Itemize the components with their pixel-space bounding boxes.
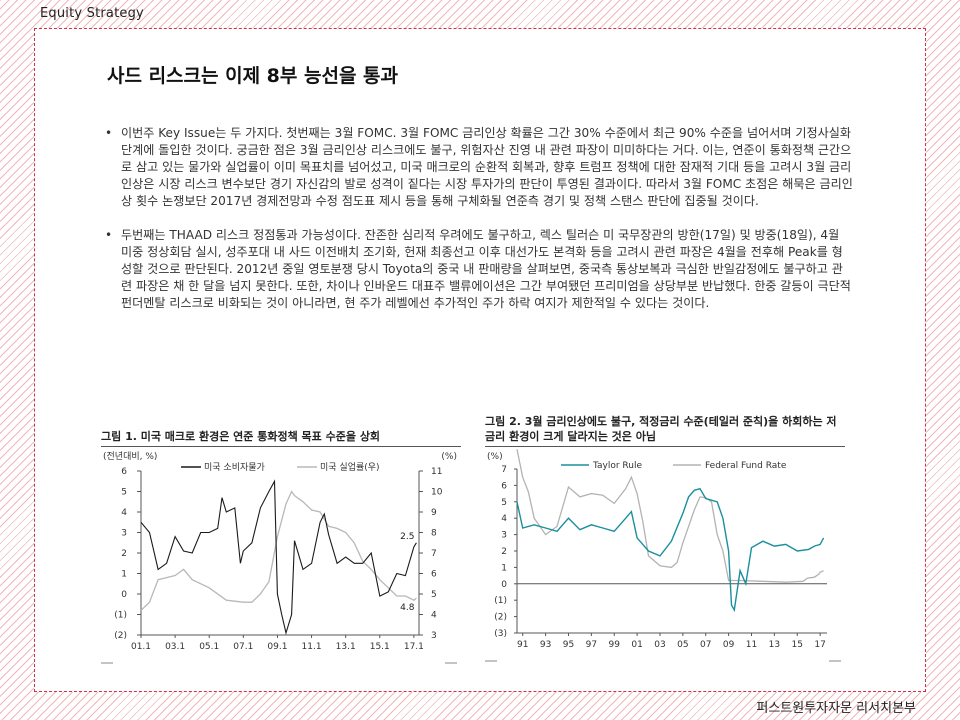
y-tick-right: 9: [431, 508, 437, 518]
figure-2: 그림 2. 3월 금리인상에도 불구, 적정금리 수준(테일러 준칙)을 하회하…: [485, 413, 845, 665]
y-tick-right: 10: [431, 488, 443, 498]
y-tick-right: 6: [431, 570, 437, 580]
y-tick-left: 3: [121, 529, 127, 539]
y-tick-left: 6: [121, 467, 127, 477]
figure-1-title-text: 그림 1. 미국 매크로 환경은 연준 통화정책 목표 수준을 상회: [101, 430, 381, 443]
key-issue-list: • 이번주 Key Issue는 두 가지다. 첫번째는 3월 FOMC. 3월…: [103, 125, 853, 329]
x-tick-label: 97: [586, 640, 597, 650]
x-tick-label: 99: [609, 640, 621, 650]
footer-org: 퍼스트원투자자문 리서치본부: [756, 701, 916, 716]
x-tick-label: 09.1: [267, 642, 287, 652]
figure-1-chart: (전년대비, %) (%)6543210(1)(2)1110987654301.1…: [101, 451, 457, 664]
y-tick-right: 4: [431, 611, 437, 621]
y-tick-left: 5: [121, 488, 127, 498]
y-tick-left: 2: [121, 549, 127, 559]
bullet-item: • 이번주 Key Issue는 두 가지다. 첫번째는 3월 FOMC. 3월…: [103, 125, 853, 210]
y-axis-label-right: (%): [441, 452, 457, 462]
series-line-cpi: [140, 479, 417, 636]
legend-label-fed-funds: Federal Fund Rate: [705, 461, 787, 471]
y-tick-left: (2): [114, 631, 127, 641]
bullet-text: 이번주 Key Issue는 두 가지다. 첫번째는 3월 FOMC. 3월 F…: [121, 126, 853, 208]
x-tick-label: 07.1: [233, 642, 253, 652]
bullet-text: 두번째는 THAAD 리스크 정점통과 가능성이다. 잔존한 심리적 우려에도 …: [121, 228, 851, 310]
figure-1: 그림 1. 미국 매크로 환경은 연준 통화정책 목표 수준을 상회 (전년대비…: [101, 413, 461, 665]
x-tick-label: 01: [631, 640, 642, 650]
y-tick: 3: [501, 531, 507, 541]
x-tick-label: 13: [769, 640, 780, 650]
x-tick-label: 03: [654, 640, 665, 650]
section-label: Equity Strategy: [40, 6, 144, 21]
y-tick: 1: [501, 563, 507, 573]
x-tick-label: 05.1: [199, 642, 219, 652]
y-axis-label: (%): [487, 452, 503, 462]
figure-1-title: 그림 1. 미국 매크로 환경은 연준 통화정책 목표 수준을 상회: [101, 413, 461, 447]
content-panel: 사드 리스크는 이제 8부 능선을 통과 • 이번주 Key Issue는 두 …: [34, 28, 926, 692]
x-tick-label: 17.1: [404, 642, 424, 652]
bullet-symbol: •: [105, 228, 113, 242]
x-tick-label: 11: [746, 640, 757, 650]
y-tick: (3): [494, 629, 507, 639]
data-label-unemployment: 4.8: [400, 603, 415, 613]
legend-label-taylor-rule: Taylor Rule: [592, 461, 642, 471]
x-tick-label: 17: [814, 640, 825, 650]
bullet-symbol: •: [105, 126, 113, 140]
x-tick-label: 91: [517, 640, 528, 650]
x-tick-label: 93: [540, 640, 551, 650]
y-tick: 4: [501, 514, 507, 524]
x-tick-label: 03.1: [165, 642, 185, 652]
x-tick-label: 01.1: [131, 642, 151, 652]
data-label-cpi: 2.5: [400, 532, 414, 542]
x-tick-label: 11.1: [302, 642, 322, 652]
x-tick-label: 13.1: [336, 642, 356, 652]
y-tick-right: 3: [431, 631, 437, 641]
x-tick-label: 95: [563, 640, 574, 650]
y-tick: (2): [494, 613, 507, 623]
y-tick-right: 7: [431, 549, 437, 559]
x-tick-label: 15.1: [370, 642, 390, 652]
y-tick: 7: [501, 465, 507, 475]
series-line-fed-funds: [516, 449, 824, 583]
series-line-taylor-rule: [516, 487, 825, 613]
y-tick-left: 1: [121, 570, 127, 580]
bullet-item: • 두번째는 THAAD 리스크 정점통과 가능성이다. 잔존한 심리적 우려에…: [103, 227, 853, 312]
y-tick: 0: [501, 580, 507, 590]
y-tick: 2: [501, 547, 507, 557]
series-line-unemployment: [140, 490, 417, 611]
figure-2-chart: (%) 7 6 5 4 3 2 1 0 (1) (2) (3) 91 93 95 97 99 01 03 05 07 09…: [485, 449, 841, 662]
y-tick-right: 11: [431, 467, 442, 477]
y-axis-label-left: (전년대비, %): [103, 451, 157, 462]
figure-2-title-text: 그림 2. 3월 금리인상에도 불구, 적정금리 수준(테일러 준칙)을 하회하…: [485, 415, 837, 443]
legend-label-unemployment: 미국 실업률(우): [320, 462, 380, 473]
figure-2-title: 그림 2. 3월 금리인상에도 불구, 적정금리 수준(테일러 준칙)을 하회하…: [485, 413, 845, 447]
x-tick-label: 15: [792, 640, 803, 650]
y-tick: 5: [501, 498, 507, 508]
y-tick-right: 5: [431, 590, 437, 600]
y-tick-right: 8: [431, 529, 437, 539]
page-title: 사드 리스크는 이제 8부 능선을 통과: [107, 65, 399, 87]
x-tick-label: 05: [677, 640, 688, 650]
y-tick: 6: [501, 481, 507, 491]
y-tick-left: 0: [121, 590, 127, 600]
x-tick-label: 09: [723, 640, 735, 650]
x-tick-label: 07: [700, 640, 711, 650]
legend-label-cpi: 미국 소비자물가: [204, 462, 265, 473]
y-tick: (1): [494, 596, 507, 606]
y-tick-left: 4: [121, 508, 127, 518]
y-tick-left: (1): [114, 611, 127, 621]
